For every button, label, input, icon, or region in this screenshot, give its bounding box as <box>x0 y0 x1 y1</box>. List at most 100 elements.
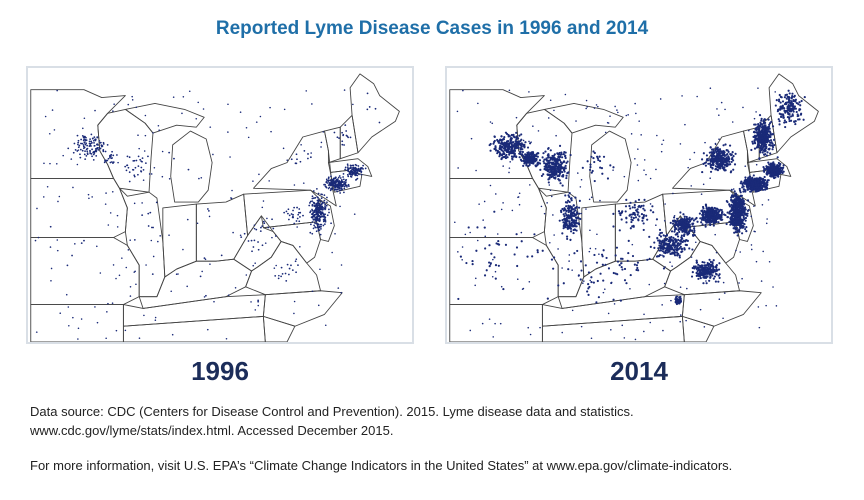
case-dot <box>257 248 260 251</box>
case-dot <box>311 290 314 293</box>
case-dot <box>110 157 113 160</box>
case-dot <box>780 170 783 174</box>
case-dot <box>634 200 637 203</box>
case-dot <box>734 226 737 229</box>
case-dot <box>558 166 562 169</box>
case-dot <box>605 256 608 260</box>
case-dot <box>705 282 708 285</box>
case-dot <box>347 183 350 186</box>
case-dot <box>315 222 318 225</box>
case-dot <box>734 152 737 155</box>
case-dot <box>303 150 306 152</box>
case-dot <box>147 225 150 227</box>
case-dot <box>67 147 70 150</box>
case-dot <box>334 185 337 188</box>
case-dot <box>784 101 787 104</box>
case-dot <box>197 101 200 104</box>
state-arkansas <box>30 304 124 342</box>
case-dot <box>348 185 350 188</box>
case-dot <box>150 239 153 242</box>
case-dot <box>551 154 554 158</box>
case-dot <box>116 214 119 217</box>
case-dot <box>545 157 548 160</box>
case-dot <box>762 179 765 182</box>
case-dot <box>662 242 666 245</box>
case-dot <box>569 226 572 229</box>
case-dot <box>70 158 73 160</box>
case-dot <box>761 151 764 154</box>
case-dot <box>787 89 790 92</box>
case-dot <box>541 156 544 159</box>
case-dot <box>778 171 781 174</box>
case-dot <box>691 271 694 274</box>
case-dot <box>562 160 566 163</box>
case-dot <box>716 159 719 162</box>
case-dot <box>683 247 686 250</box>
case-dot <box>287 212 289 215</box>
case-dot <box>701 267 704 271</box>
case-dot <box>311 195 314 198</box>
case-dot <box>563 155 567 158</box>
case-dot <box>717 268 721 271</box>
case-dot <box>704 164 708 167</box>
case-dot <box>576 249 579 253</box>
case-dot <box>335 180 338 183</box>
case-dot <box>588 168 592 171</box>
case-dot <box>293 184 296 186</box>
case-dot <box>268 180 270 182</box>
state-west-virginia <box>233 215 282 272</box>
case-dot <box>336 190 339 193</box>
case-dot <box>576 212 579 215</box>
case-dot <box>505 140 509 143</box>
case-dot <box>573 214 576 217</box>
case-dot <box>547 153 550 156</box>
case-dot <box>791 92 794 95</box>
case-dot <box>158 129 160 131</box>
case-dot <box>285 280 288 282</box>
case-dot <box>564 201 568 204</box>
case-dot <box>299 246 301 248</box>
case-dot <box>601 172 604 175</box>
case-dot <box>327 179 330 182</box>
case-dot <box>152 226 154 229</box>
case-dot <box>735 231 738 234</box>
state-mississippi-al <box>541 315 685 342</box>
case-dot <box>338 186 341 189</box>
case-dot <box>125 169 128 172</box>
case-dot <box>797 103 800 106</box>
case-dot <box>352 167 355 170</box>
case-dot <box>137 134 139 137</box>
case-dot <box>724 143 727 146</box>
case-dot <box>262 220 265 223</box>
case-dot <box>37 236 40 239</box>
case-dot <box>763 167 766 170</box>
case-dot <box>726 215 729 219</box>
case-dot <box>712 277 715 280</box>
case-dot <box>314 216 316 219</box>
case-dot <box>677 242 680 245</box>
case-dot <box>366 92 369 95</box>
case-dot <box>761 143 764 146</box>
case-dot <box>619 299 622 302</box>
case-dot <box>540 174 544 178</box>
case-dot <box>543 168 546 171</box>
case-dot <box>702 282 705 285</box>
case-dot <box>353 213 356 215</box>
case-dot <box>277 277 280 280</box>
case-dot <box>740 225 744 228</box>
case-dot <box>336 186 339 189</box>
case-dot <box>129 239 131 241</box>
case-dot <box>320 227 322 230</box>
case-dot <box>769 144 772 147</box>
case-dot <box>86 147 89 150</box>
case-dot <box>629 207 632 210</box>
case-dot <box>334 232 336 235</box>
case-dot <box>577 223 581 226</box>
case-dot <box>711 155 714 158</box>
case-dot <box>515 146 518 149</box>
case-dot <box>712 208 715 211</box>
case-dot <box>739 202 742 205</box>
case-dot <box>570 211 573 215</box>
case-dot <box>351 168 354 171</box>
case-dot <box>544 150 547 153</box>
